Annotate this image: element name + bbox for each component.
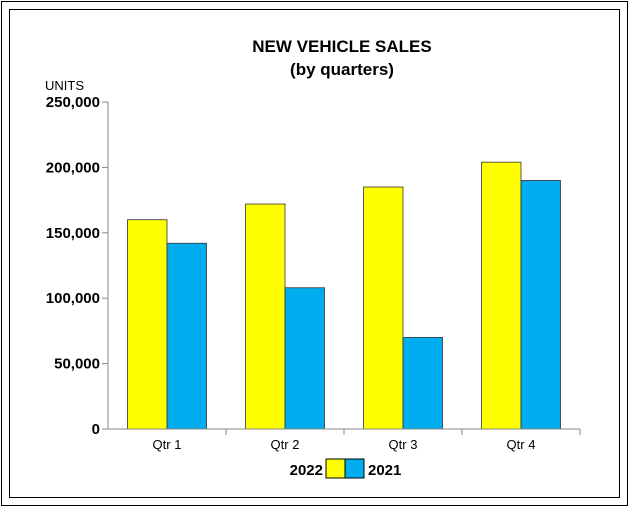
y-tick-label: 150,000	[46, 225, 100, 242]
legend-swatch-2022	[325, 458, 346, 479]
bar-2021-qtr-4	[520, 180, 561, 430]
x-tick-label: Qtr 4	[507, 437, 536, 452]
y-tick-label: 250,000	[46, 94, 100, 111]
chart-subtitle: (by quarters)	[290, 60, 394, 79]
legend-label-2022: 2022	[290, 462, 323, 479]
bar-2021-qtr-1	[166, 242, 207, 430]
y-axis-label: UNITS	[45, 78, 84, 93]
chart-title: NEW VEHICLE SALES	[252, 37, 431, 56]
bar-2021-qtr-3	[402, 337, 443, 430]
bar-2022-qtr-3	[363, 186, 404, 430]
x-tick-label: Qtr 2	[271, 437, 300, 452]
y-tick-label: 200,000	[46, 159, 100, 176]
x-tick-label: Qtr 1	[153, 437, 182, 452]
bar-2022-qtr-1	[127, 219, 168, 430]
bar-2022-qtr-2	[245, 203, 286, 430]
legend-label-2021: 2021	[368, 462, 401, 479]
legend-swatch-2021	[344, 458, 365, 479]
y-tick-label: 50,000	[54, 356, 100, 373]
y-tick-label: 0	[92, 421, 100, 438]
x-tick-label: Qtr 3	[389, 437, 418, 452]
y-tick-label: 100,000	[46, 290, 100, 307]
bar-2021-qtr-2	[284, 287, 325, 430]
inner-frame	[9, 9, 620, 498]
bar-2022-qtr-4	[481, 161, 522, 430]
